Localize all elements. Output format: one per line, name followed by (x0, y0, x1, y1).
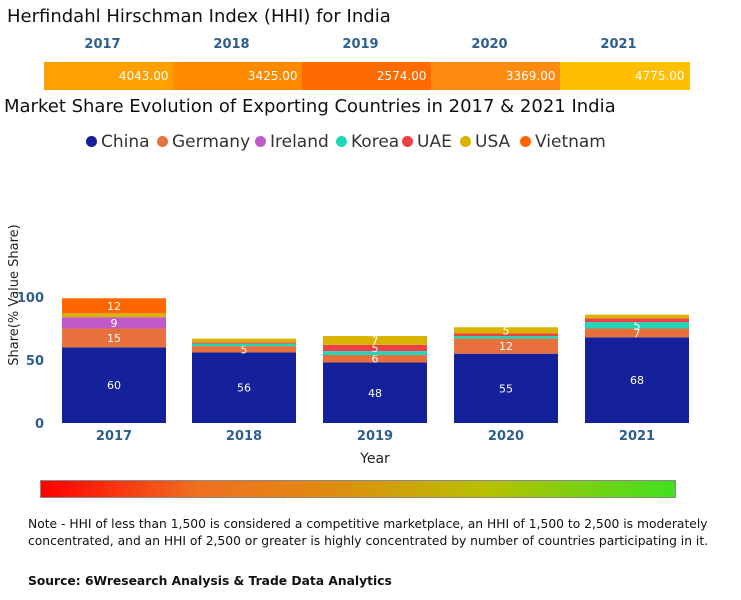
bar-korea-2021 (585, 322, 689, 329)
bar-usa-2017 (62, 313, 166, 318)
hhi-value-2018: 3425.00 (173, 62, 303, 90)
x-tick-label-2020: 2020 (488, 429, 524, 444)
legend-swatch (157, 135, 168, 147)
x-tick-label-2018: 2018 (226, 429, 262, 444)
chart-legend: China Germany Ireland Korea UAE USA Vietnam (0, 129, 741, 155)
data-label-ireland-2017: 9 (111, 317, 118, 330)
x-tick-label-2019: 2019 (357, 429, 393, 444)
source-text: Source: 6Wresearch Analysis & Trade Data… (28, 574, 392, 588)
bar-usa-2021 (585, 314, 689, 319)
legend-swatch (255, 135, 266, 147)
hhi-year-2020: 2020 (471, 37, 508, 52)
hhi-value-2017: 4043.00 (44, 62, 174, 90)
bar-china-2019 (323, 362, 427, 423)
data-label-germany-2021: 7 (634, 327, 641, 340)
legend-label: Vietnam (535, 132, 606, 152)
x-axis-label: Year (359, 451, 390, 467)
bar-germany-2017 (62, 328, 166, 348)
bar-germany-2020 (454, 338, 558, 354)
bar-china-2020 (454, 353, 558, 423)
data-label-china-2019: 48 (368, 387, 382, 400)
x-tick-label-2017: 2017 (96, 429, 132, 444)
legend-item-germany: Germany (157, 129, 250, 155)
bar-germany-2019 (323, 354, 427, 363)
legend-label: Korea (351, 132, 400, 152)
note-text: Note - HHI of less than 1,500 is conside… (28, 517, 709, 548)
bar-china-2017 (62, 347, 166, 423)
legend-item-uae: UAE (402, 129, 452, 155)
bar-uae-2018 (192, 342, 296, 344)
chart-title: Market Share Evolution of Exporting Coun… (4, 96, 616, 117)
bar-korea-2018 (192, 343, 296, 347)
data-label-china-2017: 60 (107, 379, 121, 392)
legend-label: UAE (417, 132, 452, 152)
data-label-china-2021: 68 (630, 374, 644, 387)
legend-item-usa: USA (460, 129, 510, 155)
legend-swatch (460, 135, 471, 147)
concentration-gradient-bar (40, 480, 676, 498)
data-label-germany-2018: 5 (241, 343, 248, 356)
hhi-year-2017: 2017 (84, 37, 121, 52)
data-label-china-2018: 56 (237, 382, 251, 395)
bar-uae-2019 (323, 344, 427, 352)
data-label-korea-2021: 5 (634, 319, 641, 332)
data-label-uae-2019: 5 (372, 342, 379, 355)
y-tick-label: 0 (35, 417, 44, 432)
data-label-usa-2020: 5 (503, 324, 510, 337)
x-tick-label-2021: 2021 (619, 429, 655, 444)
y-axis-label: Share(% Value Share) (7, 224, 22, 366)
y-tick-label: 50 (26, 354, 44, 369)
bar-uae-2020 (454, 333, 558, 337)
bar-vietnam-2017 (62, 298, 166, 314)
y-tick-label: 100 (17, 291, 44, 306)
bar-china-2018 (192, 352, 296, 423)
bar-germany-2018 (192, 346, 296, 353)
bar-korea-2019 (323, 351, 427, 355)
legend-item-ireland: Ireland (255, 129, 329, 155)
legend-label: Ireland (270, 132, 329, 152)
data-label-vietnam-2017: 12 (107, 300, 121, 313)
bar-uae-2021 (585, 318, 689, 323)
legend-label: China (101, 132, 150, 152)
legend-swatch (520, 135, 531, 147)
hhi-title: Herfindahl Hirschman Index (HHI) for Ind… (7, 6, 391, 27)
bar-germany-2021 (585, 328, 689, 338)
legend-label: USA (475, 132, 511, 152)
hhi-value-2021: 4775.00 (560, 62, 690, 90)
legend-item-china: China (86, 129, 150, 155)
legend-swatch (402, 135, 413, 147)
hhi-year-2018: 2018 (213, 37, 250, 52)
bar-usa-2018 (192, 338, 296, 343)
legend-swatch (336, 135, 347, 147)
hhi-year-2021: 2021 (600, 37, 637, 52)
hhi-value-2019: 2574.00 (302, 62, 432, 90)
legend-item-korea: Korea (336, 129, 399, 155)
hhi-value-2020: 3369.00 (431, 62, 561, 90)
legend-swatch (86, 135, 97, 147)
hhi-year-2019: 2019 (342, 37, 379, 52)
bar-ireland-2017 (62, 317, 166, 329)
legend-label: Germany (172, 132, 251, 152)
bar-korea-2020 (454, 336, 558, 339)
data-label-usa-2019: 7 (372, 334, 379, 347)
data-label-germany-2017: 15 (107, 332, 121, 345)
legend-item-vietnam: Vietnam (520, 129, 606, 155)
data-label-china-2020: 55 (499, 382, 513, 395)
data-label-germany-2020: 12 (499, 340, 513, 353)
bar-usa-2019 (323, 336, 427, 345)
bar-china-2021 (585, 337, 689, 423)
bar-usa-2020 (454, 327, 558, 334)
data-label-germany-2019: 6 (372, 353, 379, 366)
